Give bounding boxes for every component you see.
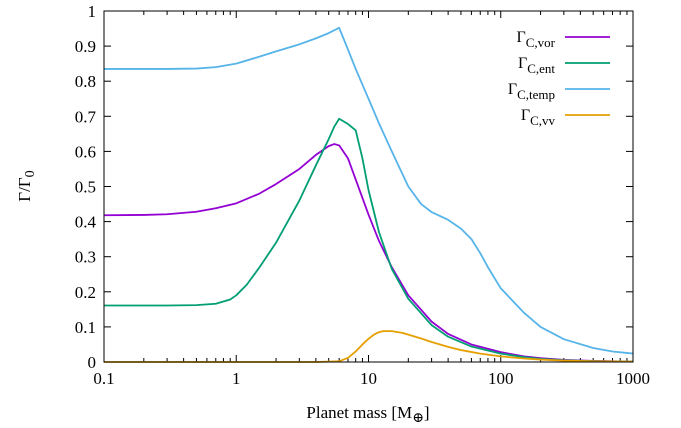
y-tick-label-1: 0.1 <box>75 318 96 337</box>
y-tick-label-4: 0.4 <box>75 213 97 232</box>
series-layer <box>103 26 634 363</box>
y-tick-label-10: 1 <box>88 2 97 21</box>
y-axis-title: Γ/Γ0 <box>15 170 38 201</box>
legend-item-2: ΓC,temp <box>508 81 610 102</box>
y-axis-title-text: Γ/Γ <box>15 177 34 202</box>
x-axis-title-text: Planet mass [M <box>306 403 412 422</box>
series-line-c-temp <box>104 26 634 355</box>
legend-label-1: ΓC,ent <box>518 55 555 76</box>
y-tick-label-2: 0.2 <box>75 283 96 302</box>
x-axis-title-sub: ⊕ <box>412 411 424 426</box>
x-tick-label-2: 10 <box>360 369 377 388</box>
y-tick-label-6: 0.6 <box>75 142 96 161</box>
x-tick-label-3: 100 <box>488 369 514 388</box>
series-line-c-vv <box>104 330 634 363</box>
plot-frame <box>103 10 634 363</box>
ticks-layer: 0.1 1 10 100 100000.10.20.30.40.50.60.70.80.… <box>75 2 650 388</box>
series-line-c-ent <box>104 117 634 363</box>
x-tick-label-4: 1000 <box>616 369 650 388</box>
y-tick-label-5: 0.5 <box>75 178 96 197</box>
x-tick-label-0: 0.1 <box>93 369 114 388</box>
series-line-c-vor <box>103 143 634 363</box>
legend-label-2: ΓC,temp <box>508 81 555 102</box>
y-axis-title-sub: 0 <box>23 170 38 177</box>
legend-label-3: ΓC,vv <box>521 107 556 128</box>
x-axis-title-close: ] <box>424 403 430 422</box>
y-tick-label-0: 0 <box>88 353 97 372</box>
x-axis-title: Planet mass [M⊕] <box>306 403 429 426</box>
legend-label-0: ΓC,vor <box>517 29 556 50</box>
legend: ΓC,vor ΓC,ent ΓC,temp ΓC,vv <box>508 29 610 128</box>
y-tick-label-9: 0.9 <box>75 37 96 56</box>
y-tick-label-8: 0.8 <box>75 72 96 91</box>
x-tick-label-1: 1 <box>232 369 241 388</box>
legend-item-1: ΓC,ent <box>518 55 610 76</box>
legend-item-0: ΓC,vor <box>517 29 610 50</box>
y-tick-label-7: 0.7 <box>75 107 97 126</box>
legend-item-3: ΓC,vv <box>521 107 610 128</box>
y-tick-label-3: 0.3 <box>75 248 96 267</box>
